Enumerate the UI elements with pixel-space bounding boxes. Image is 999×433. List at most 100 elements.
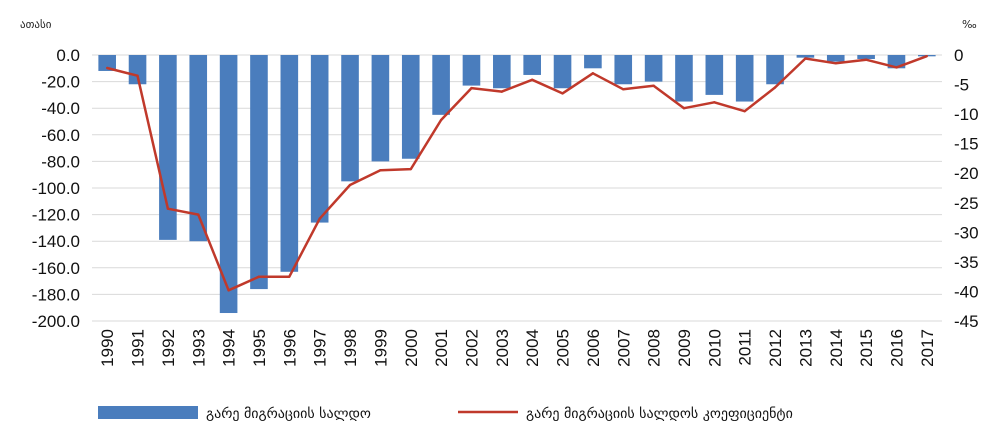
legend-bar-swatch — [98, 406, 198, 419]
right-tick-label: -30 — [954, 223, 979, 242]
left-tick-label: -160.0 — [32, 259, 80, 278]
x-tick-label: 1990 — [98, 329, 117, 367]
bar-2005 — [553, 55, 572, 89]
x-tick-label: 1993 — [189, 329, 208, 367]
left-tick-label: -200.0 — [32, 312, 80, 331]
left-tick-label: -60.0 — [41, 126, 80, 145]
x-tick-label: 2008 — [645, 329, 664, 367]
bar-1992 — [159, 55, 177, 240]
bar-series — [98, 55, 936, 314]
x-tick-label: 1999 — [371, 329, 390, 367]
line-point-2002 — [470, 86, 473, 90]
bar-2008 — [644, 55, 663, 82]
bar-2010 — [705, 55, 724, 95]
left-tick-label: -180.0 — [32, 285, 80, 304]
bar-2009 — [675, 55, 693, 102]
x-tick-label: 1996 — [280, 329, 299, 367]
coefficient-line — [106, 55, 928, 292]
line-point-2000 — [409, 167, 412, 171]
line-point-1994 — [227, 289, 230, 292]
line-point-1993 — [197, 213, 200, 216]
right-tick-label: -35 — [954, 253, 979, 272]
line-point-2014 — [834, 62, 837, 65]
line-point-1992 — [166, 207, 170, 210]
bar-1990 — [98, 55, 116, 71]
x-tick-label: 2006 — [584, 329, 603, 367]
x-tick-label: 2014 — [827, 329, 846, 367]
x-tick-label: 1997 — [311, 329, 330, 367]
line-point-2011 — [743, 109, 746, 113]
line-point-2005 — [561, 92, 564, 95]
bar-2014 — [826, 55, 845, 62]
line-point-2001 — [439, 118, 443, 122]
legend: გარე მიგრაციის სალდო გარე მიგრაციის სალდ… — [98, 405, 793, 422]
line-point-2012 — [773, 86, 777, 89]
right-tick-label: -5 — [954, 76, 969, 95]
bar-1999 — [371, 55, 390, 162]
line-series — [105, 54, 929, 292]
x-tick-label: 2012 — [766, 329, 785, 367]
x-tick-label: 2000 — [402, 329, 421, 367]
left-axis: 0.0 -20.0 -40.0 -60.0 -80.0 -100.0 -120.0 -140.… — [32, 46, 80, 331]
x-tick-label: 2001 — [432, 329, 451, 367]
right-tick-label: -25 — [954, 194, 979, 213]
bar-2006 — [584, 55, 602, 69]
x-tick-label: 2003 — [493, 329, 512, 367]
line-point-2004 — [530, 78, 534, 82]
bar-1998 — [341, 55, 359, 182]
bar-2015 — [857, 55, 875, 59]
left-tick-label: -20.0 — [41, 73, 80, 92]
line-point-2009 — [682, 107, 686, 110]
line-point-1999 — [379, 169, 382, 172]
left-tick-label: -80.0 — [41, 152, 80, 171]
left-tick-label: -100.0 — [32, 179, 80, 198]
x-tick-label: 1995 — [250, 329, 269, 367]
left-tick-label: -140.0 — [32, 232, 80, 251]
bar-1994 — [219, 55, 238, 314]
line-point-2015 — [864, 58, 868, 61]
x-tick-label: 1992 — [159, 329, 178, 367]
line-point-1991 — [136, 74, 139, 77]
line-point-2003 — [500, 90, 504, 93]
left-axis-unit-label: ათასი — [20, 18, 52, 31]
x-axis: 1990 1991 1992 1993 1994 1995 1996 1997 1998 1999… — [98, 329, 937, 367]
bar-1995 — [250, 55, 268, 290]
line-point-2008 — [652, 84, 655, 87]
right-tick-label: -15 — [954, 135, 979, 154]
x-tick-label: 1998 — [341, 329, 360, 367]
x-tick-label: 2009 — [675, 329, 694, 367]
line-point-2010 — [713, 101, 716, 104]
line-point-2013 — [804, 57, 807, 60]
bar-1996 — [280, 55, 299, 272]
left-tick-label: 0.0 — [56, 46, 80, 65]
bar-2003 — [493, 55, 511, 89]
line-point-1997 — [318, 217, 321, 220]
line-point-2006 — [591, 72, 595, 75]
line-point-1998 — [348, 183, 352, 187]
right-axis-unit-label: ‰ — [962, 18, 977, 31]
legend-line-label: გარე მიგრაციის სალდოს კოეფიციენტი — [526, 405, 793, 422]
legend-bar-label: გარე მიგრაციის სალდო — [206, 405, 371, 422]
bar-2001 — [432, 55, 450, 115]
bar-2012 — [766, 55, 784, 85]
gridlines — [92, 54, 942, 322]
x-tick-label: 2017 — [918, 329, 937, 367]
x-tick-label: 2002 — [462, 329, 481, 367]
x-tick-label: 2010 — [705, 329, 724, 367]
line-point-1996 — [288, 275, 291, 278]
line-point-2017 — [925, 54, 929, 58]
right-tick-label: -20 — [954, 164, 979, 183]
right-axis: 0 -5 -10 -15 -20 -25 -30 -35 -40 -45 — [954, 46, 979, 331]
left-tick-label: -120.0 — [32, 206, 80, 225]
x-tick-label: 2013 — [796, 329, 815, 367]
bar-1993 — [189, 55, 208, 242]
x-tick-label: 1991 — [129, 329, 148, 367]
right-tick-label: -45 — [954, 312, 979, 331]
bar-1991 — [128, 55, 147, 85]
line-point-1995 — [257, 275, 261, 278]
left-tick-label: -40.0 — [41, 99, 80, 118]
right-tick-label: -40 — [954, 282, 979, 301]
bar-2004 — [523, 55, 541, 75]
bar-2011 — [735, 55, 754, 102]
